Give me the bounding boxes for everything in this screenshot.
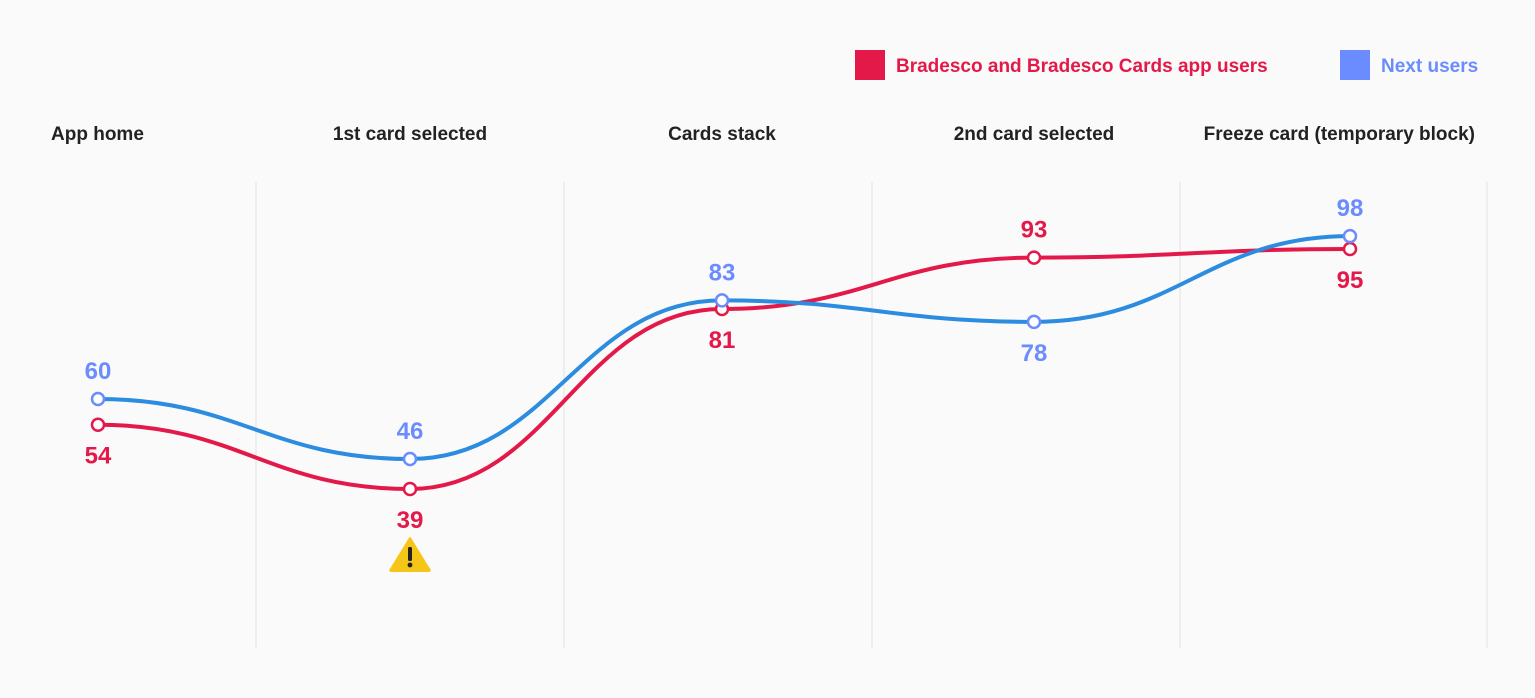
data-label-bradesco-2: 39 bbox=[397, 507, 424, 534]
warning-icon bbox=[389, 537, 431, 572]
vertical-gridlines bbox=[255, 182, 1488, 648]
stage-label-cards-stack: Cards stack bbox=[668, 124, 776, 145]
data-point-next-4 bbox=[1026, 314, 1042, 330]
series-points bbox=[90, 228, 1358, 497]
legend-swatch-next bbox=[1340, 50, 1370, 80]
data-label-next-3: 83 bbox=[709, 259, 736, 286]
data-label-bradesco-5: 95 bbox=[1337, 267, 1364, 294]
series-line-bradesco bbox=[96, 247, 1352, 492]
data-label-next-5: 98 bbox=[1337, 195, 1364, 222]
legend-label-bradesco: Bradesco and Bradesco Cards app users bbox=[896, 56, 1268, 77]
legend-label-next: Next users bbox=[1381, 56, 1478, 77]
data-labels: 54 39 81 93 95 60 46 83 78 98 bbox=[85, 195, 1364, 534]
data-label-bradesco-4: 93 bbox=[1021, 217, 1048, 244]
data-point-bradesco-2 bbox=[402, 481, 418, 497]
data-point-bradesco-5 bbox=[1342, 241, 1358, 257]
legend-item-bradesco: Bradesco and Bradesco Cards app users bbox=[855, 50, 1268, 80]
series-line-next bbox=[96, 234, 1352, 462]
data-label-next-1: 60 bbox=[85, 358, 112, 385]
stage-label-app-home: App home bbox=[51, 124, 144, 145]
annotations bbox=[389, 537, 431, 572]
data-label-bradesco-1: 54 bbox=[85, 443, 112, 470]
data-point-next-2 bbox=[402, 451, 418, 467]
data-point-next-5 bbox=[1342, 228, 1358, 244]
data-point-bradesco-4 bbox=[1026, 250, 1042, 265]
data-point-next-3 bbox=[714, 293, 730, 308]
stage-label-1st-card-selected: 1st card selected bbox=[333, 124, 487, 145]
data-label-next-2: 46 bbox=[397, 418, 424, 445]
stage-labels: App home 1st card selected Cards stack 2… bbox=[51, 124, 1475, 145]
data-label-bradesco-3: 81 bbox=[709, 327, 736, 354]
stage-label-freeze-card: Freeze card (temporary block) bbox=[1204, 124, 1475, 145]
series-lines bbox=[96, 234, 1352, 492]
legend-swatch-bradesco bbox=[855, 50, 885, 80]
stage-label-2nd-card-selected: 2nd card selected bbox=[954, 124, 1115, 145]
data-label-next-4: 78 bbox=[1021, 340, 1048, 367]
legend-item-next: Next users bbox=[1340, 50, 1478, 80]
data-point-bradesco-1 bbox=[90, 417, 106, 432]
legend: Bradesco and Bradesco Cards app users Ne… bbox=[855, 50, 1478, 80]
data-point-next-1 bbox=[90, 391, 106, 407]
